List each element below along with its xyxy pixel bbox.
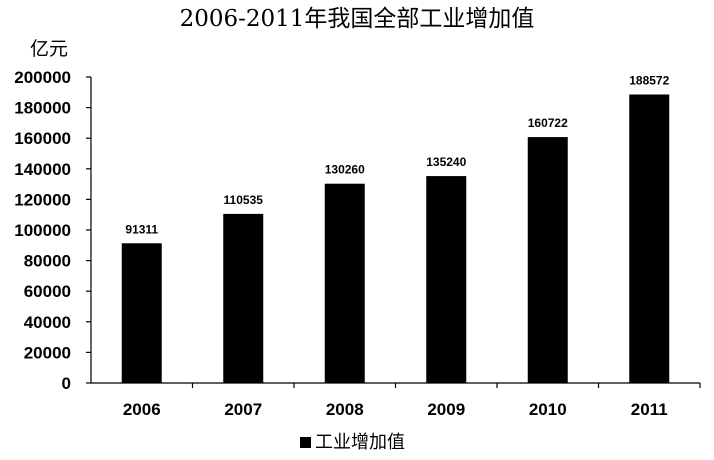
y-ticks: 0 20000 40000 60000 80000 100000 120000 140000 1…: [14, 68, 91, 393]
data-label-2006: 91311: [125, 222, 158, 236]
legend: 工业增加值: [300, 432, 405, 453]
y-tick-label: 200000: [14, 68, 71, 87]
bar-2010: [527, 137, 568, 383]
y-axis-label: 亿元: [30, 38, 68, 60]
y-tick-label: 140000: [14, 160, 71, 179]
y-tick-label: 0: [62, 374, 71, 393]
data-label-2008: 130260: [325, 163, 365, 177]
x-tick-label-2008: 2008: [326, 400, 364, 419]
y-tick-label: 60000: [24, 282, 71, 301]
data-label-2009: 135240: [426, 155, 466, 169]
bars: [121, 94, 670, 384]
data-label-2011: 188572: [629, 73, 669, 87]
bar-2007: [223, 213, 264, 383]
legend-swatch: [300, 437, 311, 448]
bar-2011: [629, 94, 670, 384]
bar-2009: [426, 176, 467, 383]
x-tick-label-2007: 2007: [224, 400, 262, 419]
y-tick-label: 160000: [14, 129, 71, 148]
y-tick-label: 40000: [24, 313, 71, 332]
x-tick-label-2009: 2009: [427, 400, 465, 419]
x-tick-label-2011: 2011: [631, 400, 668, 419]
bar-2008: [324, 183, 365, 383]
data-label-2007: 110535: [224, 193, 264, 207]
x-tick-label-2010: 2010: [529, 400, 567, 419]
data-label-2010: 160722: [528, 116, 568, 130]
y-tick-label: 100000: [14, 221, 71, 240]
data-labels: 91311 110535 130260 135240 160722 188572: [125, 73, 669, 236]
x-ticks: 2006 2007 2008 2009 2010 2011: [123, 383, 701, 419]
y-tick-label: 20000: [24, 343, 71, 362]
y-tick-label: 80000: [24, 252, 71, 271]
bar-2006: [121, 243, 162, 383]
y-tick-label: 120000: [14, 190, 71, 209]
x-tick-label-2006: 2006: [123, 400, 161, 419]
chart-title: 2006-2011年我国全部工业增加值: [180, 6, 535, 32]
legend-label: 工业增加值: [315, 432, 405, 453]
y-tick-label: 180000: [14, 99, 71, 118]
